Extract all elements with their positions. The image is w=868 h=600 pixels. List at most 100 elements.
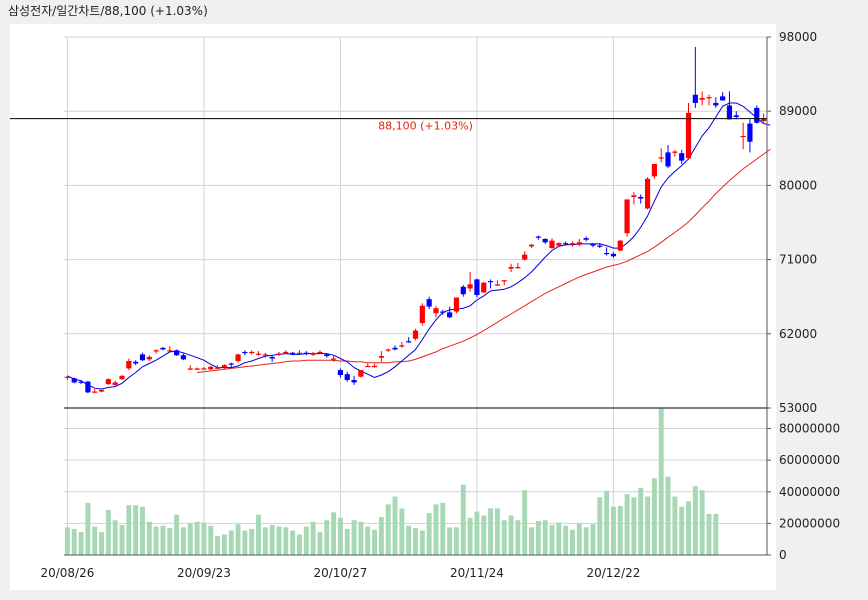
volume-bar (563, 525, 569, 555)
candle (412, 328, 419, 341)
candle-body (528, 244, 535, 247)
volume-bar (645, 496, 651, 555)
volume-bar (706, 513, 712, 555)
volume-bar (583, 527, 589, 555)
candle-body (651, 163, 657, 177)
candle-body (331, 358, 337, 360)
volume-bar (604, 490, 610, 555)
candle (187, 365, 193, 371)
candle (358, 370, 364, 378)
candle-body (460, 286, 466, 295)
candle-body (760, 118, 767, 122)
volume-bar (105, 509, 111, 555)
candle-body (508, 267, 514, 269)
candle (337, 368, 344, 378)
volume-bar (256, 514, 261, 555)
volume-bar (290, 530, 296, 555)
volume-tick-label: 0 (779, 548, 787, 562)
candle-body (590, 243, 596, 246)
candle (242, 350, 248, 356)
volume-bar (180, 527, 186, 555)
candle (426, 296, 432, 310)
candle-body (501, 280, 507, 282)
candle (726, 91, 733, 120)
candle (365, 363, 371, 368)
candle-body (447, 312, 453, 318)
candle-body (126, 361, 132, 369)
candle-body (139, 354, 146, 361)
candle-body (174, 350, 180, 356)
volume-bar (392, 496, 398, 555)
volume-bar (160, 525, 166, 555)
ma20-line (197, 148, 771, 373)
volume-bar (631, 497, 637, 555)
candle (685, 102, 692, 160)
volume-bar (133, 505, 139, 555)
candle (119, 375, 125, 380)
candle-body (392, 347, 398, 350)
candle-body (747, 123, 753, 142)
volume-bar (92, 526, 98, 555)
candle (528, 243, 535, 249)
candle-body (92, 391, 98, 393)
candle-body (290, 352, 296, 355)
candle (638, 194, 644, 204)
candle (331, 355, 337, 362)
volume-bar (453, 527, 459, 555)
volume-bar (508, 515, 514, 555)
volume-bar (297, 534, 302, 555)
candle (214, 365, 221, 370)
candle-body (440, 311, 446, 313)
candle-body (419, 305, 425, 324)
candle-body (583, 238, 589, 240)
candle (255, 351, 262, 357)
candle-body (733, 115, 739, 117)
volume-bar (610, 506, 616, 555)
candle (160, 346, 166, 351)
x-tick-label: 20/08/26 (40, 566, 94, 580)
volume-bar (228, 530, 234, 555)
candle-body (358, 370, 364, 377)
x-tick-label: 20/11/24 (450, 566, 504, 580)
candle (740, 122, 746, 150)
volume-bar (529, 527, 534, 555)
candle (71, 377, 77, 384)
candle (713, 97, 719, 108)
candle (296, 350, 303, 354)
candle (385, 348, 391, 352)
candle-body (597, 245, 603, 247)
candle-body (221, 365, 227, 368)
volume-bar (64, 527, 70, 555)
candle (610, 252, 617, 258)
candle-body (569, 243, 576, 245)
candle (126, 358, 132, 371)
volume-bar (433, 504, 439, 555)
candle-body (180, 355, 187, 360)
candle-body (71, 378, 77, 383)
volume-bar (242, 530, 248, 555)
candle (133, 360, 139, 366)
candle (474, 278, 480, 298)
volume-bar (324, 520, 330, 555)
candle-body (754, 107, 760, 123)
volume-bar (167, 528, 173, 555)
candle (371, 363, 378, 368)
volume-bar (488, 508, 494, 555)
candle-body (371, 365, 378, 368)
candle (644, 177, 651, 210)
candle (487, 279, 494, 289)
volume-bar (467, 517, 473, 555)
candle (672, 149, 678, 157)
candle-body (167, 350, 173, 352)
volume-bar (276, 526, 282, 555)
candle-body (542, 238, 548, 243)
candle (221, 364, 227, 370)
candle (453, 297, 460, 314)
candle-body (64, 376, 71, 378)
volume-bar (699, 490, 705, 555)
candle-body (549, 240, 555, 249)
volume-bar (651, 478, 657, 555)
candle-body (324, 354, 330, 357)
volume-bar (535, 521, 541, 555)
volume-bar (331, 512, 337, 555)
